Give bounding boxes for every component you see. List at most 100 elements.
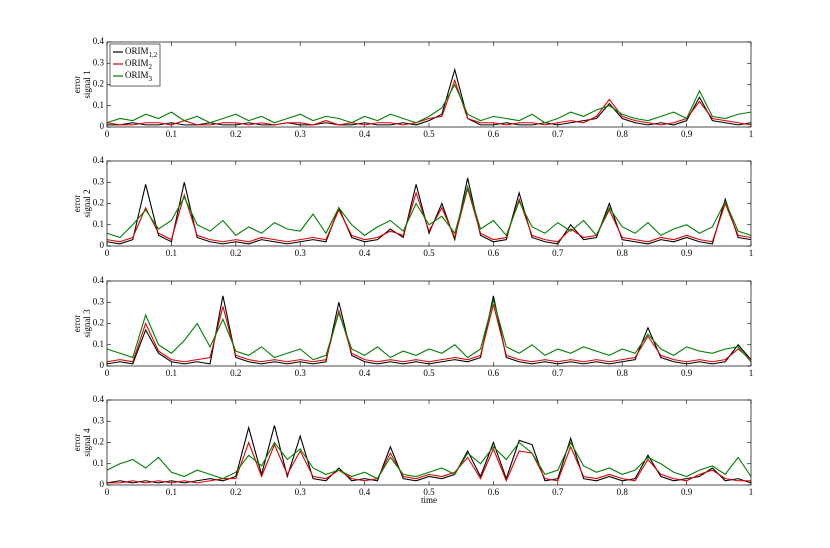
y-tick-label: 0 [100,479,105,489]
x-tick-label: 0.4 [359,487,371,497]
y-tick-label: 0.4 [93,275,105,285]
x-tick-label: 0.4 [359,129,371,139]
series-line [106,298,752,363]
series-line [106,304,752,363]
subplot: 0 0.1 0.2 0.3 0.4 0 0.1 0.2 0.3 0.4 0.5 0.6 0.7 0.8 0.… [72,275,753,378]
x-tick-label: 0.6 [488,487,500,497]
y-tick-label: 0.4 [93,394,105,404]
x-tick-label: 0 [105,129,110,139]
x-tick-label: 1 [749,248,754,258]
x-tick-label: 0.4 [359,368,371,378]
x-tick-label: 0.8 [617,487,629,497]
series-line [106,177,752,245]
y-tick-label: 0.3 [93,57,105,67]
y-tick-label: 0.2 [93,79,104,89]
x-tick-label: 0.1 [166,368,177,378]
y-tick-label: 0.1 [93,219,104,229]
subplot: 0 0.1 0.2 0.3 0.4 0 0.1 0.2 0.3 0.4 0.5 0.6 0.7 0.8 0.… [72,155,753,258]
y-axis-label: signal 2 [82,189,92,217]
x-tick-label: 0.7 [552,487,564,497]
x-tick-label: 0.2 [230,129,241,139]
y-tick-label: 0.1 [93,458,104,468]
y-tick-label: 0.1 [93,100,104,110]
axes-box [106,160,752,247]
legend-name: ORIM [125,70,149,80]
x-tick-label: 0.8 [617,368,629,378]
legend-label: ORIM1,2 [125,46,158,59]
legend-subscript: 3 [149,75,153,83]
x-tick-label: 0.1 [166,487,177,497]
x-tick-label: 0.6 [488,248,500,258]
series-line [106,425,752,484]
series-line [106,184,752,239]
plot-frame [107,281,751,366]
series-line [106,186,752,243]
x-axis-label: time [421,495,437,505]
y-tick-label: 0.3 [93,415,105,425]
y-tick-label: 0.4 [93,36,105,46]
series-line [106,83,752,124]
x-tick-label: 0.2 [230,487,241,497]
y-tick-label: 0.3 [93,296,105,306]
series-line [107,67,752,126]
x-tick-label: 0.6 [488,368,500,378]
x-tick-label: 0.9 [681,248,693,258]
x-tick-label: 0.2 [230,248,241,258]
legend-box [109,43,161,87]
x-tick-label: 1 [749,487,754,497]
y-tick-label: 0.2 [93,198,104,208]
x-tick-label: 0.9 [681,368,693,378]
axes-box [106,280,752,367]
y-axis-label: error [72,315,82,333]
x-tick-label: 0.7 [552,368,564,378]
y-tick-label: 0.2 [93,437,104,447]
x-tick-label: 0.1 [166,129,177,139]
y-tick-label: 0.4 [93,155,105,165]
y-tick-label: 0.3 [93,176,105,186]
y-tick-label: 0 [100,360,105,370]
x-tick-label: 0.2 [230,368,241,378]
series-line [106,441,752,480]
x-tick-label: 0 [105,487,110,497]
plot-frame [107,400,751,485]
legend-label: ORIM3 [125,70,153,83]
legend-subscript: 1,2 [149,51,158,59]
series-line [106,78,752,126]
x-tick-label: 0 [105,368,110,378]
x-tick-label: 0.4 [359,248,371,258]
y-tick-label: 0 [100,121,105,131]
series-line [107,440,751,484]
legend-subscript: 2 [149,63,153,71]
x-tick-label: 0.9 [681,129,693,139]
subplot: 0 0.1 0.2 0.3 0.4 0 0.1 0.2 0.3 0.4 0.5 0.6 0.7 0.8 0.… [72,394,753,505]
x-tick-label: 0.3 [295,129,307,139]
x-tick-label: 0.3 [295,368,307,378]
x-tick-label: 0.5 [423,248,435,258]
subplot: 0 0.1 0.2 0.3 0.4 0 0.1 0.2 0.3 0.4 0.5 0.6 0.7 0.8 0.… [72,36,753,139]
x-tick-label: 0.9 [681,487,693,497]
y-tick-label: 0.2 [93,318,104,328]
x-tick-label: 0.7 [552,129,564,139]
x-tick-label: 0.7 [552,248,564,258]
x-tick-label: 0.5 [423,368,435,378]
y-axis-label: signal 3 [82,309,92,338]
x-tick-label: 0.8 [617,248,629,258]
x-tick-label: 0.1 [166,248,177,258]
x-tick-label: 0.8 [617,129,629,139]
x-tick-label: 0.3 [295,487,307,497]
plot-frame [107,42,751,127]
axes-box [106,41,752,128]
y-tick-label: 0 [100,240,105,250]
y-axis-label: error [72,195,82,213]
x-tick-label: 0 [105,248,110,258]
x-tick-label: 0.5 [423,487,435,497]
y-axis-label: signal 4 [82,428,92,457]
axes-box [106,399,752,486]
x-tick-label: 1 [749,129,754,139]
x-tick-label: 0.5 [423,129,435,139]
legend-label: ORIM2 [125,58,153,71]
legend-name: ORIM [125,46,149,56]
legend-name: ORIM [125,58,149,68]
